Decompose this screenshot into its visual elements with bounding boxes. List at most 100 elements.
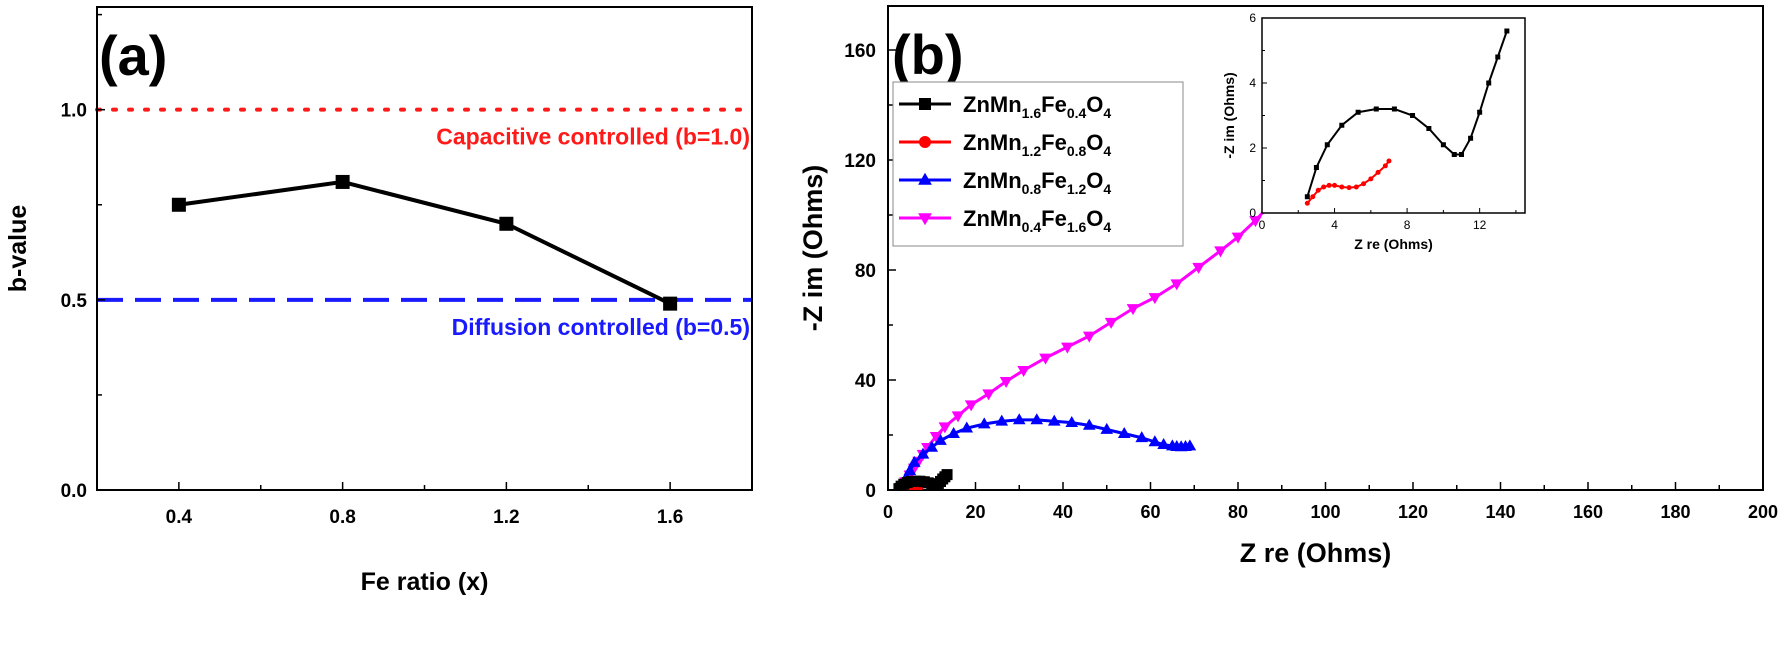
legend-subscript: 0.8: [1067, 143, 1087, 159]
diffusion-label: Diffusion controlled (b=0.5): [452, 314, 750, 340]
inset-series-point: [1304, 194, 1310, 200]
inset-series-point: [1459, 152, 1465, 157]
y-tick-label: 120: [844, 151, 876, 172]
x-tick-label: 160: [1573, 502, 1603, 522]
inset-series-point: [1326, 182, 1332, 188]
series-point: [1231, 232, 1245, 244]
series-point: [1061, 342, 1074, 354]
series-point: [1157, 438, 1170, 450]
series-point: [1100, 422, 1114, 434]
x-tick-label: 20: [965, 502, 985, 522]
panel-b: 0 20 40 60 80 100 120 140 160 180 20004080120160Z …: [798, 5, 1778, 568]
series-point: [925, 440, 939, 452]
series-point: [947, 427, 960, 439]
inset-series-point: [1346, 185, 1352, 191]
y-tick-label: 0.0: [61, 481, 87, 502]
series-point: [1148, 293, 1162, 305]
legend-marker: [918, 172, 932, 185]
series-point: [941, 469, 953, 481]
series-point: [1047, 414, 1061, 426]
legend-text: Fe: [1041, 168, 1067, 193]
x-tick-label: 0.4: [166, 507, 193, 528]
legend-subscript: 4: [1103, 219, 1111, 235]
b-value-point: [663, 296, 678, 311]
inset-series-point: [1451, 152, 1457, 157]
legend-label: ZnMn0.4Fe1.6O4: [963, 206, 1111, 235]
legend-subscript: 0.8: [1022, 181, 1042, 197]
inset-y-axis-title: -Z im (Ohms): [1221, 72, 1237, 158]
x-axis-title: Z re (Ohms): [1240, 538, 1392, 568]
inset-series-point: [1426, 126, 1432, 131]
series-point: [1192, 262, 1205, 274]
series-point: [907, 455, 921, 467]
series-point: [1039, 353, 1052, 365]
x-tick-label: 180: [1660, 502, 1690, 522]
x-tick-label: 100: [1310, 502, 1340, 522]
inset-series-point: [1495, 54, 1501, 60]
inset-series-point: [1315, 187, 1321, 193]
legend-subscript: 1.6: [1022, 105, 1042, 121]
legend-text: ZnMn: [963, 206, 1022, 231]
series-point: [964, 400, 978, 412]
legend-text: ZnMn: [963, 168, 1022, 193]
series-point: [1104, 317, 1118, 329]
legend-subscript: 0.4: [1022, 219, 1042, 235]
inset-y-tick-label: 4: [1249, 76, 1256, 90]
legend-label: ZnMn0.8Fe1.2O4: [963, 168, 1111, 197]
x-tick-label: 120: [1398, 502, 1428, 522]
inset-series-point: [1368, 176, 1374, 182]
inset-series-point: [1304, 200, 1310, 206]
inset-series-point: [1410, 113, 1416, 118]
capacitive-label: Capacitive controlled (b=1.0): [436, 124, 750, 150]
legend-subscript: 4: [1103, 143, 1111, 159]
inset-series-point: [1321, 184, 1327, 190]
panel-a-frame: [96, 6, 753, 491]
legend-label: ZnMn1.2Fe0.8O4: [963, 130, 1111, 159]
x-tick-label: 0: [883, 502, 893, 522]
series-point: [1017, 365, 1030, 377]
panel-a: Capacitive controlled (b=1.0) Diffusion c…: [4, 6, 754, 596]
y-tick-label: 0.5: [61, 291, 88, 312]
y-tick-label: 40: [855, 371, 876, 392]
legend-subscript: 4: [1103, 181, 1111, 197]
x-tick-label: 1.6: [657, 507, 683, 528]
x-tick-label: 0.8: [329, 507, 355, 528]
legend-marker: [918, 213, 932, 226]
inset-x-tick-label: 8: [1404, 218, 1411, 232]
inset-series-point: [1375, 169, 1381, 175]
series-point: [929, 431, 943, 443]
series-point: [982, 389, 995, 401]
y-tick-label: 0: [865, 481, 876, 502]
series-point: [938, 422, 952, 434]
inset-series-point: [1391, 106, 1397, 112]
series-point: [1117, 427, 1131, 439]
legend-subscript: 1.6: [1067, 219, 1087, 235]
x-tick-label: 60: [1140, 502, 1160, 522]
b-value-point: [171, 197, 186, 212]
series-point: [995, 414, 1009, 426]
legend-text: O: [1086, 92, 1103, 117]
panel-a-label: (a): [99, 24, 167, 87]
y-tick-label: 1.0: [61, 101, 87, 122]
series-point: [1214, 246, 1227, 258]
series-point: [1126, 304, 1140, 316]
inset-x-tick-label: 12: [1473, 218, 1487, 232]
inset-x-tick-label: 0: [1259, 218, 1266, 232]
inset-series-point: [1486, 80, 1492, 86]
inset-series-point: [1373, 106, 1379, 112]
inset-y-tick-label: 0: [1249, 206, 1256, 220]
x-tick-label: 1.2: [493, 507, 519, 528]
legend-text: ZnMn: [963, 92, 1022, 117]
inset-series-point: [1324, 142, 1330, 148]
b-value-point: [499, 216, 514, 231]
y-axis-title: -Z im (Ohms): [798, 165, 828, 332]
legend-text: Fe: [1041, 206, 1067, 231]
inset-x-axis-title: Z re (Ohms): [1354, 236, 1433, 252]
inset-series-point: [1353, 184, 1359, 190]
series-point: [951, 411, 965, 423]
x-tick-label: 80: [1228, 502, 1248, 522]
inset-series-point: [1440, 142, 1446, 148]
y-tick-label: 80: [855, 261, 876, 282]
legend-subscript: 1.2: [1022, 143, 1042, 159]
